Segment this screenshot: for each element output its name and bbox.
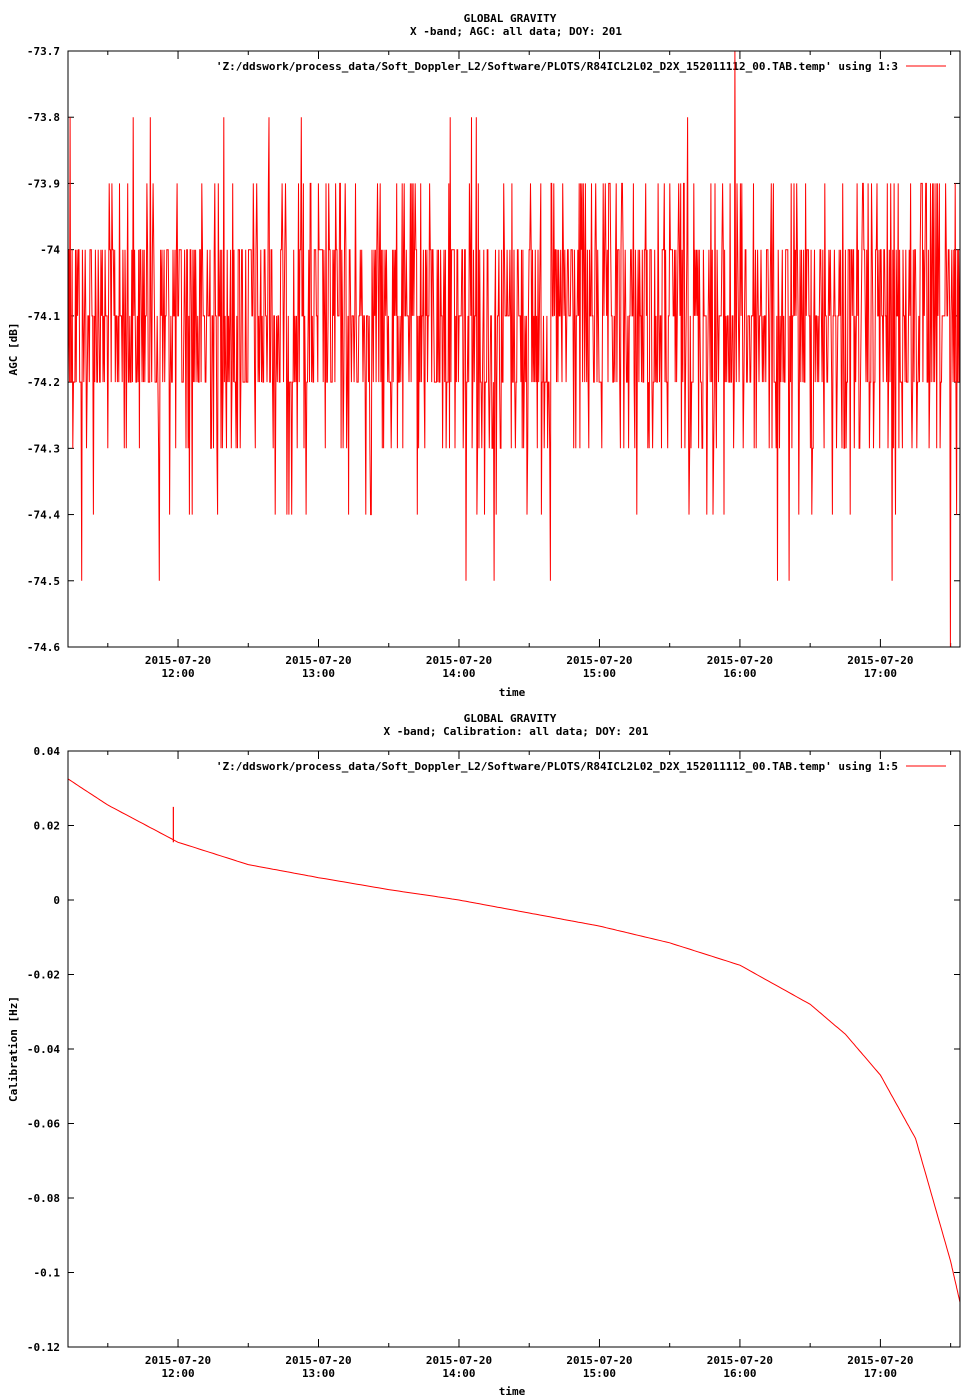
y-tick-label: -74 bbox=[40, 244, 60, 257]
y-tick-label: -0.1 bbox=[34, 1267, 61, 1280]
legend-label: 'Z:/ddswork/process_data/Soft_Doppler_L2… bbox=[216, 760, 898, 773]
x-tick-date: 2015-07-20 bbox=[847, 654, 913, 667]
x-tick-date: 2015-07-20 bbox=[145, 654, 211, 667]
x-tick-date: 2015-07-20 bbox=[426, 654, 492, 667]
y-tick-label: 0.04 bbox=[34, 745, 61, 758]
x-axis-label: time bbox=[499, 1385, 526, 1398]
x-tick-date: 2015-07-20 bbox=[285, 654, 351, 667]
x-axis-label: time bbox=[499, 686, 526, 699]
x-tick-time: 17:00 bbox=[864, 1367, 897, 1380]
x-tick-time: 14:00 bbox=[442, 667, 475, 680]
x-tick-time: 17:00 bbox=[864, 667, 897, 680]
y-tick-label: -74.3 bbox=[27, 442, 60, 455]
y-tick-label: -73.8 bbox=[27, 111, 60, 124]
chart-subtitle: X -band; AGC: all data; DOY: 201 bbox=[410, 25, 622, 38]
x-tick-date: 2015-07-20 bbox=[566, 654, 632, 667]
x-tick-time: 12:00 bbox=[161, 1367, 194, 1380]
x-tick-date: 2015-07-20 bbox=[566, 1354, 632, 1367]
y-tick-label: -74.2 bbox=[27, 376, 60, 389]
y-tick-label: -0.08 bbox=[27, 1192, 60, 1205]
series-line bbox=[67, 778, 961, 1303]
x-tick-time: 15:00 bbox=[583, 667, 616, 680]
x-tick-time: 16:00 bbox=[723, 1367, 756, 1380]
y-tick-label: -73.9 bbox=[27, 177, 60, 190]
y-tick-label: -74.4 bbox=[27, 509, 60, 522]
legend-label: 'Z:/ddswork/process_data/Soft_Doppler_L2… bbox=[216, 60, 898, 73]
x-tick-date: 2015-07-20 bbox=[285, 1354, 351, 1367]
y-axis-label: AGC [dB] bbox=[7, 323, 20, 376]
y-tick-label: -74.6 bbox=[27, 641, 60, 654]
y-tick-label: 0 bbox=[53, 894, 60, 907]
x-tick-time: 12:00 bbox=[161, 667, 194, 680]
y-tick-label: -0.06 bbox=[27, 1118, 60, 1131]
y-tick-label: -0.12 bbox=[27, 1341, 60, 1354]
x-tick-date: 2015-07-20 bbox=[145, 1354, 211, 1367]
chart-title: GLOBAL GRAVITY bbox=[464, 12, 557, 25]
x-tick-time: 13:00 bbox=[302, 667, 335, 680]
x-tick-date: 2015-07-20 bbox=[707, 654, 773, 667]
x-tick-time: 13:00 bbox=[302, 1367, 335, 1380]
x-tick-time: 16:00 bbox=[723, 667, 756, 680]
y-tick-label: -74.1 bbox=[27, 310, 60, 323]
chart-title: GLOBAL GRAVITY bbox=[464, 712, 557, 725]
x-tick-time: 15:00 bbox=[583, 1367, 616, 1380]
chart-subtitle: X -band; Calibration: all data; DOY: 201 bbox=[384, 725, 649, 738]
y-tick-label: -73.7 bbox=[27, 45, 60, 58]
series-line bbox=[67, 50, 961, 648]
plot-frame bbox=[67, 50, 961, 648]
y-tick-label: -0.04 bbox=[27, 1043, 60, 1056]
x-tick-date: 2015-07-20 bbox=[426, 1354, 492, 1367]
x-tick-date: 2015-07-20 bbox=[707, 1354, 773, 1367]
y-tick-label: 0.02 bbox=[34, 820, 61, 833]
y-axis-label: Calibration [Hz] bbox=[7, 996, 20, 1102]
y-tick-label: -74.5 bbox=[27, 575, 60, 588]
plot-frame bbox=[67, 750, 961, 1348]
x-tick-time: 14:00 bbox=[442, 1367, 475, 1380]
y-tick-label: -0.02 bbox=[27, 969, 60, 982]
x-tick-date: 2015-07-20 bbox=[847, 1354, 913, 1367]
